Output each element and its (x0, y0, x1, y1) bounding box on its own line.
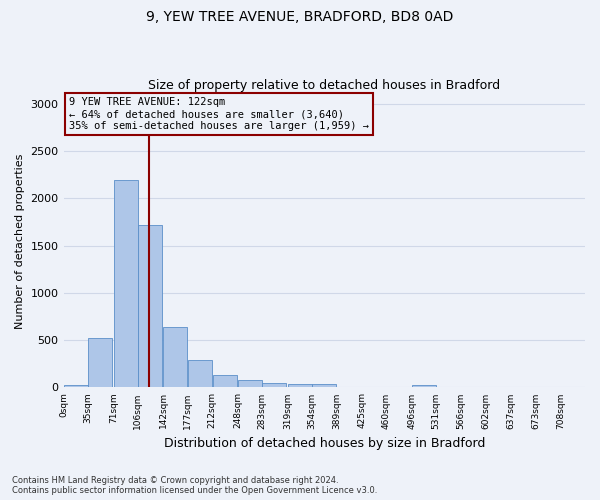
Title: Size of property relative to detached houses in Bradford: Size of property relative to detached ho… (148, 79, 500, 92)
Y-axis label: Number of detached properties: Number of detached properties (15, 154, 25, 328)
Bar (138, 225, 162, 388)
Bar (262, 382, 286, 388)
Bar (212, 375, 236, 388)
Text: 9, YEW TREE AVENUE, BRADFORD, BD8 0AD: 9, YEW TREE AVENUE, BRADFORD, BD8 0AD (146, 10, 454, 24)
Bar (288, 384, 312, 388)
Bar (412, 384, 436, 388)
Bar (163, 327, 187, 388)
Bar (88, 338, 112, 388)
Bar (188, 360, 212, 388)
Bar (238, 380, 262, 388)
Text: 9 YEW TREE AVENUE: 122sqm
← 64% of detached houses are smaller (3,640)
35% of se: 9 YEW TREE AVENUE: 122sqm ← 64% of detac… (69, 98, 369, 130)
Text: Contains HM Land Registry data © Crown copyright and database right 2024.
Contai: Contains HM Land Registry data © Crown c… (12, 476, 377, 495)
Bar (312, 384, 336, 388)
X-axis label: Distribution of detached houses by size in Bradford: Distribution of detached houses by size … (164, 437, 485, 450)
Bar (113, 180, 137, 388)
Bar (64, 384, 88, 388)
